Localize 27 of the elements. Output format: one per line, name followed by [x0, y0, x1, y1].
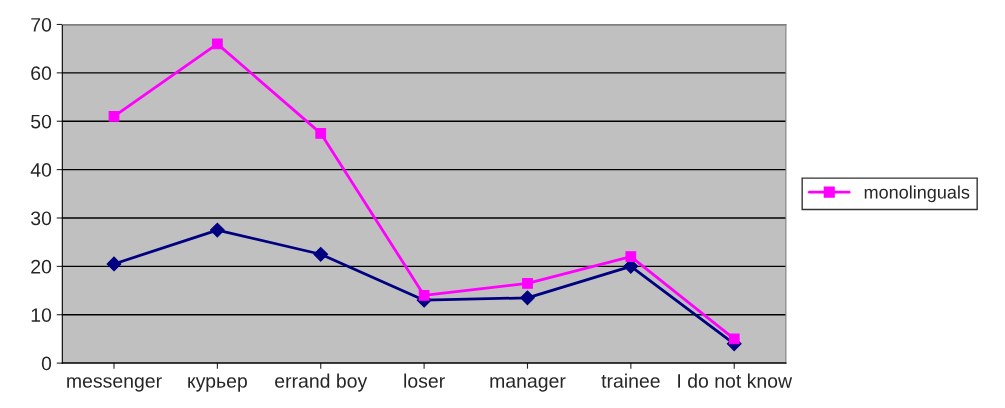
x-tick-label: errand boy: [275, 373, 368, 392]
y-tick-label: 20: [31, 259, 52, 274]
point: [209, 222, 225, 238]
x-tick-label: loser: [404, 373, 445, 388]
point: [313, 246, 329, 262]
point: [520, 290, 535, 306]
point: [728, 333, 740, 345]
x-tick-label: курьер: [188, 377, 247, 392]
point: [315, 127, 327, 139]
point: [211, 38, 223, 50]
legend-label: monolinguals: [864, 185, 970, 203]
y-tick-label: 10: [31, 308, 52, 322]
y-tick-label: 50: [31, 114, 52, 129]
point: [108, 111, 120, 122]
y-tick-label: 40: [30, 163, 52, 177]
x-tick-label: manager: [490, 377, 566, 392]
y-tick-label: 70: [31, 17, 52, 32]
y-tick-label: 30: [31, 211, 52, 226]
y-tick-label: 0: [41, 356, 52, 371]
point: [106, 256, 122, 272]
y-tick-label: 60: [31, 66, 52, 81]
x-tick-label: I do not know: [678, 373, 793, 388]
point: [418, 290, 430, 301]
point: [522, 277, 533, 289]
x-tick-label: messenger: [67, 377, 162, 392]
point: [625, 251, 637, 263]
x-tick-label: trainee: [601, 373, 660, 388]
